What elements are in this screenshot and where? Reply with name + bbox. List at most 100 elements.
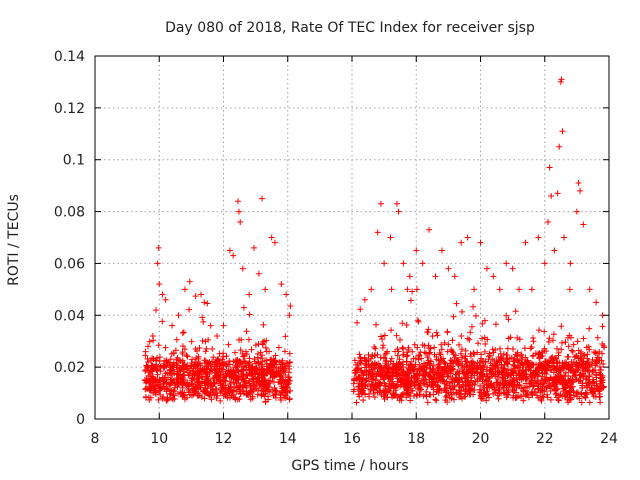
data-point (444, 348, 451, 355)
data-point (225, 341, 232, 348)
data-point (500, 375, 507, 382)
data-point (201, 299, 208, 306)
data-point (200, 318, 207, 325)
data-point (590, 367, 597, 374)
data-point (440, 371, 447, 378)
data-point (503, 369, 510, 376)
data-point (519, 372, 526, 379)
data-point (466, 336, 473, 343)
data-point (434, 386, 441, 393)
data-point (433, 329, 440, 336)
data-point (548, 367, 555, 374)
data-point (443, 365, 450, 372)
data-point (546, 164, 553, 171)
data-point (432, 396, 439, 403)
data-point (360, 377, 367, 384)
data-point (489, 384, 496, 391)
data-point (154, 354, 161, 361)
data-point (353, 399, 360, 406)
x-tick-label: 16 (343, 431, 361, 447)
data-point (445, 369, 452, 376)
data-point (234, 198, 241, 205)
data-point (195, 378, 202, 385)
data-point (359, 376, 366, 383)
data-point (541, 388, 548, 395)
data-point (396, 336, 403, 343)
chart-title: Day 080 of 2018, Rate Of TEC Index for r… (165, 20, 535, 36)
data-point (424, 399, 431, 406)
data-point (372, 345, 379, 352)
data-point (202, 338, 209, 345)
data-point (249, 395, 256, 402)
data-point (562, 369, 569, 376)
data-point (506, 381, 513, 388)
data-point (143, 362, 150, 369)
data-point (541, 345, 548, 352)
data-point (377, 200, 384, 207)
data-point (464, 234, 471, 241)
data-point (392, 384, 399, 391)
data-point (361, 385, 367, 392)
data-point (482, 341, 489, 348)
data-point (568, 367, 575, 374)
data-point (429, 376, 436, 383)
data-point (438, 341, 445, 348)
data-point (230, 394, 237, 401)
data-point (468, 323, 475, 330)
data-point (540, 364, 547, 371)
data-point (371, 365, 378, 372)
data-point (185, 382, 192, 389)
ticks-layer: 0 0.02 0.04 0.06 0.08 0.1 0.12 0.14 8 10 12 14 16 18 2… (54, 49, 618, 447)
data-point (478, 355, 485, 362)
data-point (470, 391, 477, 398)
data-point (521, 345, 528, 352)
data-point (171, 395, 178, 402)
data-point (475, 340, 482, 347)
data-point (527, 345, 534, 352)
data-point (286, 395, 293, 402)
data-point (197, 361, 204, 368)
x-tick-label: 14 (279, 431, 297, 447)
data-point (202, 348, 209, 355)
data-point (180, 371, 187, 378)
data-point (499, 355, 506, 362)
data-point (382, 360, 389, 367)
data-point (175, 381, 182, 388)
data-point (499, 381, 506, 388)
data-point (564, 377, 571, 384)
data-point (209, 346, 216, 353)
x-tick-label: 8 (91, 431, 100, 447)
data-point (553, 355, 560, 362)
data-point (490, 273, 497, 280)
data-point (483, 265, 490, 272)
data-point (454, 376, 461, 383)
data-point (501, 365, 508, 372)
data-point (481, 317, 488, 324)
data-point (490, 390, 497, 397)
data-point (145, 343, 152, 350)
data-point (382, 351, 389, 358)
data-point (478, 371, 485, 378)
data-point (513, 384, 520, 391)
data-point (278, 374, 285, 381)
data-point (152, 376, 159, 383)
data-point (566, 364, 573, 371)
data-point (557, 366, 564, 373)
data-point (248, 369, 255, 376)
data-point (278, 281, 285, 288)
data-point (448, 357, 455, 364)
data-point (532, 388, 539, 395)
data-point (479, 320, 486, 327)
data-point (509, 369, 516, 376)
data-point (187, 363, 194, 370)
data-point (186, 306, 193, 313)
data-point (481, 391, 488, 398)
data-point (497, 345, 504, 352)
data-point (282, 333, 289, 340)
data-point (585, 376, 592, 383)
data-point (279, 359, 286, 366)
data-point (429, 333, 436, 340)
data-point (252, 376, 259, 383)
data-point (163, 397, 170, 404)
